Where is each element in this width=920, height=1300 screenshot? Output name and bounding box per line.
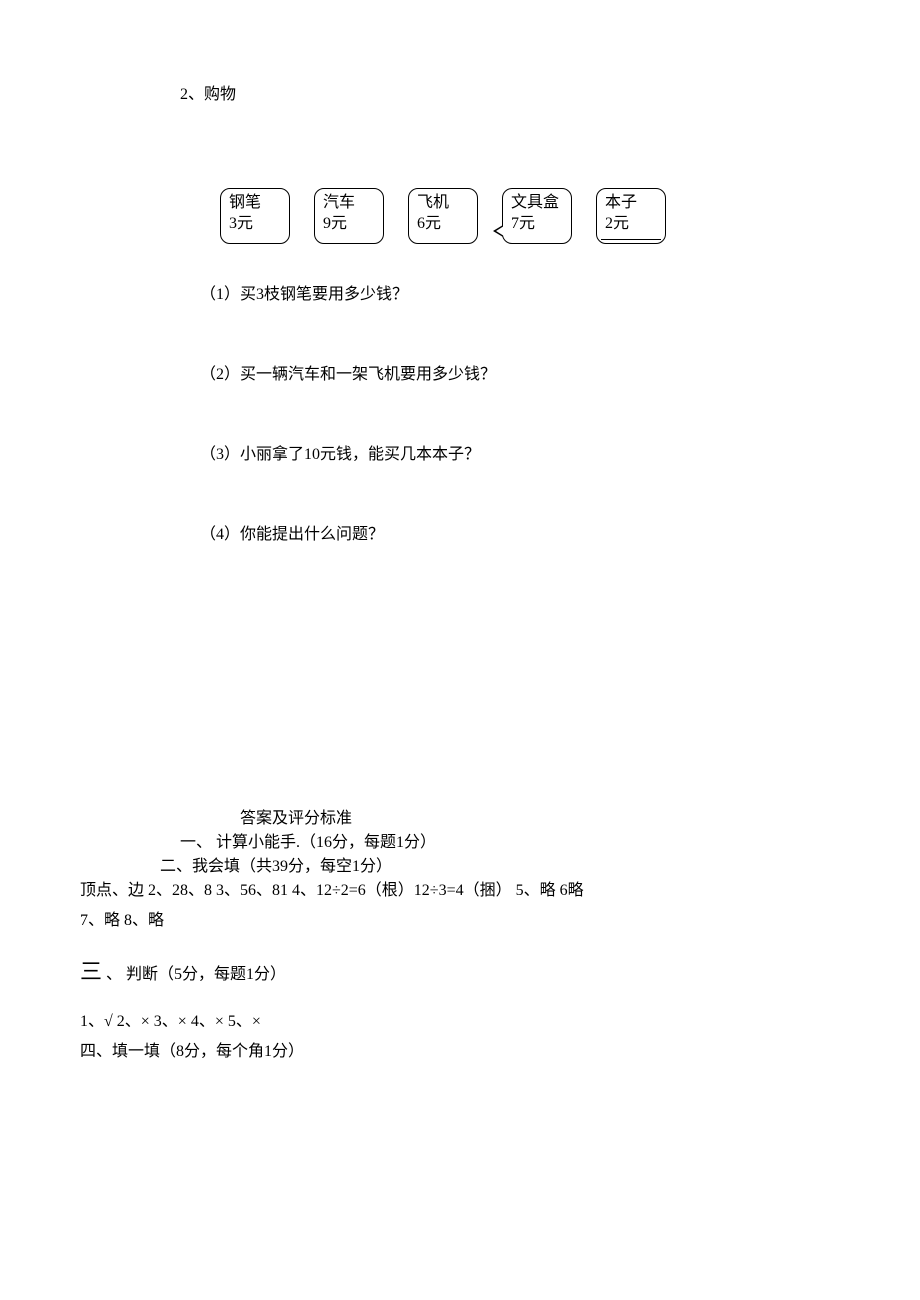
item-pen: 钢笔 3元: [220, 188, 290, 244]
item-name: 文具盒: [511, 193, 563, 214]
answers-section-1: 一、 计算小能手.（16分，每题1分）: [180, 828, 860, 852]
item-name: 钢笔: [229, 193, 281, 214]
answers-judge-line: 1、√ 2、× 3、× 4、× 5、×: [80, 1007, 860, 1037]
item-name: 本子: [605, 193, 657, 214]
answers-fill-line-2: 7、略 8、略: [80, 906, 860, 936]
answers-block: 答案及评分标准 一、 计算小能手.（16分，每题1分） 二、我会填（共39分，每…: [60, 804, 860, 1067]
question-3: （3）小丽拿了10元钱，能买几本本子？: [200, 440, 860, 464]
item-notebook: 本子 2元: [596, 188, 666, 244]
answers-section-2: 二、我会填（共39分，每空1分）: [160, 852, 860, 876]
item-price: 6元: [417, 214, 469, 235]
answers-section-3: 三、 判断（5分，每题1分）: [80, 951, 860, 993]
item-price: 7元: [511, 214, 563, 235]
item-price: 3元: [229, 214, 281, 235]
item-price: 9元: [323, 214, 375, 235]
section-number-three: 三: [80, 959, 102, 984]
items-row: 钢笔 3元 汽车 9元 飞机 6元 文具盒 7元 本子 2元: [220, 188, 860, 244]
question-2: （2）买一辆汽车和一架飞机要用多少钱？: [200, 360, 860, 384]
item-price: 2元: [605, 214, 657, 235]
answers-fill-line-1: 顶点、边 2、28、8 3、56、81 4、12÷2=6（根）12÷3=4（捆）…: [80, 876, 860, 906]
item-name: 飞机: [417, 193, 469, 214]
section-heading: 2、购物: [180, 80, 860, 104]
section-3-rest: 、 判断（5分，每题1分）: [106, 966, 286, 983]
item-pencilcase: 文具盒 7元: [502, 188, 572, 244]
underline-icon: [601, 239, 661, 240]
item-name: 汽车: [323, 193, 375, 214]
answers-title: 答案及评分标准: [240, 804, 860, 828]
item-car: 汽车 9元: [314, 188, 384, 244]
question-4: （4）你能提出什么问题？: [200, 520, 860, 544]
item-plane: 飞机 6元: [408, 188, 478, 244]
answers-section-4: 四、填一填（8分，每个角1分）: [80, 1037, 860, 1067]
question-1: （1）买3枝钢笔要用多少钱？: [200, 280, 860, 304]
questions-block: （1）买3枝钢笔要用多少钱？ （2）买一辆汽车和一架飞机要用多少钱？ （3）小丽…: [200, 280, 860, 544]
